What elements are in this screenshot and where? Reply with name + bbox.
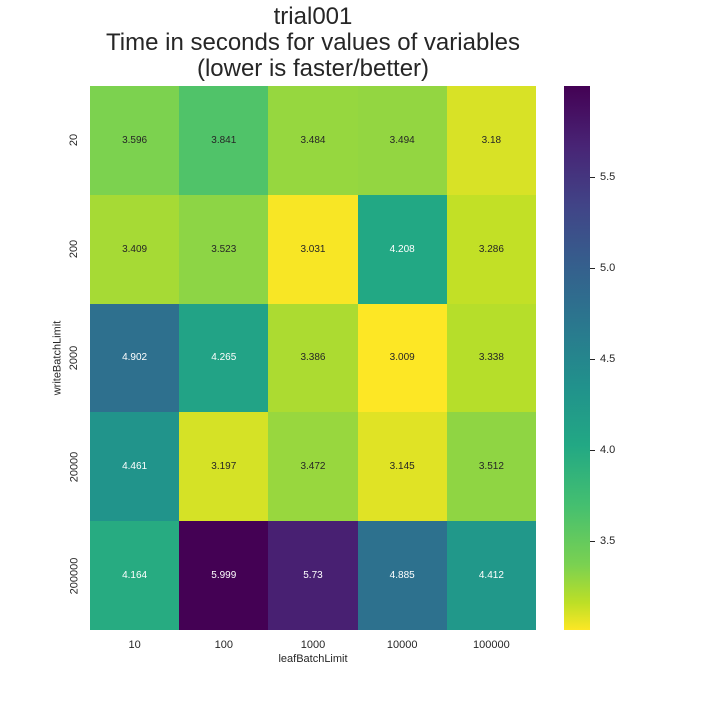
colorbar-tick: 4.0: [590, 444, 615, 456]
colorbar-tick: 4.5: [590, 353, 615, 365]
heatmap-cell: 3.841: [179, 86, 269, 195]
x-axis-label: leafBatchLimit: [278, 653, 348, 665]
chart-title: trial001 Time in seconds for values of v…: [90, 4, 536, 82]
y-tick: 200000: [66, 521, 82, 630]
colorbar: [564, 86, 590, 630]
y-tick-label: 20000: [68, 451, 80, 483]
colorbar-tick-label: 4.0: [600, 444, 616, 456]
heatmap-cell: 3.523: [179, 194, 269, 304]
heatmap-cell: 3.386: [268, 303, 358, 413]
heatmap-grid: 3.596 3.841 3.484 3.494 3.18 3.409 3.523…: [90, 86, 536, 630]
colorbar-tick-label: 4.5: [600, 353, 616, 365]
colorbar-tick-label: 5.5: [600, 171, 616, 183]
y-tick-label: 200: [68, 240, 81, 259]
heatmap-cell: 5.999: [179, 521, 269, 630]
y-tick: 20: [66, 86, 82, 195]
colorbar-tick: 5.0: [590, 262, 615, 274]
x-tick-label: 100000: [473, 639, 510, 651]
tick-mark: [590, 176, 595, 178]
tick-mark: [590, 449, 595, 451]
heatmap-cell: 4.208: [357, 194, 447, 304]
y-tick: 2000: [66, 304, 82, 413]
tick-mark: [590, 540, 595, 542]
heatmap-cell: 4.902: [90, 303, 180, 413]
heatmap-cell: 3.145: [357, 412, 447, 522]
x-tick-label: 10: [128, 639, 141, 651]
colorbar-tick-label: 5.0: [600, 262, 616, 274]
heatmap-cell: 3.009: [357, 303, 447, 413]
x-tick-label: 10000: [386, 639, 418, 651]
heatmap-cell: 3.512: [446, 412, 536, 522]
heatmap-cell: 3.472: [268, 412, 358, 522]
heatmap-cell: 4.265: [179, 303, 269, 413]
title-line-2: Time in seconds for values of variables: [106, 29, 520, 56]
y-tick: 200: [66, 195, 82, 304]
title-line-1: trial001: [273, 3, 353, 30]
heatmap-cell: 3.18: [446, 86, 536, 195]
heatmap-cell: 3.484: [268, 86, 358, 195]
y-tick: 20000: [66, 412, 82, 521]
heatmap-cell: 3.409: [90, 194, 180, 304]
colorbar-tick: 3.5: [590, 535, 615, 547]
heatmap-cell: 3.031: [268, 194, 358, 304]
colorbar-tick-label: 3.5: [600, 535, 616, 547]
heatmap-cell: 5.73: [268, 521, 358, 630]
tick-mark: [590, 267, 595, 269]
y-tick-label: 2000: [68, 345, 81, 371]
heatmap-cell: 4.412: [446, 521, 536, 630]
heatmap-cell: 3.197: [179, 412, 269, 522]
y-axis-label-text: writeBatchLimit: [51, 320, 64, 396]
title-line-3: (lower is faster/better): [196, 55, 430, 82]
heatmap-cell: 3.494: [357, 86, 447, 195]
heatmap-cell: 3.338: [446, 303, 536, 413]
heatmap-cell: 4.885: [357, 521, 447, 630]
heatmap-cell: 4.164: [90, 521, 180, 630]
y-tick-label: 20: [68, 134, 80, 147]
y-tick-label: 200000: [68, 557, 80, 594]
tick-mark: [590, 358, 595, 360]
heatmap-cell: 3.596: [90, 86, 180, 195]
x-tick-label: 1000: [300, 639, 326, 651]
x-tick-label: 100: [214, 639, 233, 651]
heatmap-cell: 4.461: [90, 412, 180, 522]
colorbar-tick: 5.5: [590, 171, 615, 183]
heatmap-cell: 3.286: [446, 194, 536, 304]
